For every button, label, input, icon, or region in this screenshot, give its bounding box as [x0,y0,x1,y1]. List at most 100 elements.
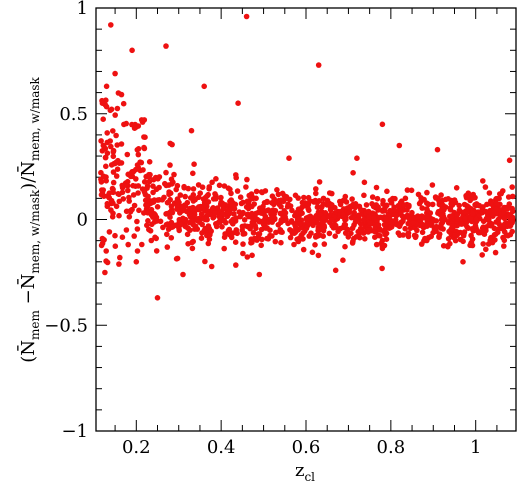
data-point [326,230,333,237]
data-point [479,252,486,258]
data-point [449,223,456,229]
data-point [233,175,239,181]
data-point [174,206,180,212]
data-point [180,204,186,211]
data-point [406,215,413,222]
data-point [501,208,507,215]
data-point [113,159,119,166]
data-point [351,209,358,216]
data-point [425,201,432,208]
data-point [226,226,233,233]
data-point [240,241,246,247]
data-point [131,125,138,131]
data-point [107,107,114,114]
data-point [383,215,390,222]
data-point [356,213,362,219]
data-point [462,215,468,222]
data-point [292,192,299,199]
data-point [409,209,415,216]
data-point [104,130,110,136]
data-point [208,228,214,235]
data-point [332,267,339,274]
y-tick-label: −1 [61,421,88,442]
data-point [298,210,304,216]
data-point [486,190,493,196]
data-point [314,220,321,227]
data-point [177,192,184,198]
data-point [103,178,109,184]
data-point [381,242,388,249]
data-point [145,218,151,224]
data-point [396,223,403,230]
data-point [221,245,227,252]
data-point [273,229,279,236]
data-point [366,213,372,220]
data-point [509,228,515,235]
data-point [170,179,176,185]
data-point [406,202,412,209]
data-point [354,155,360,161]
data-point [273,199,280,205]
data-point [169,224,176,230]
data-point [308,230,314,236]
data-point [393,212,399,218]
data-point [108,22,114,28]
data-point [304,217,310,224]
data-point [240,209,246,216]
data-point [309,249,316,256]
data-point [131,202,138,209]
data-point [452,232,458,238]
data-point [448,213,455,219]
data-point [202,194,209,201]
data-point [256,271,263,278]
data-point [250,230,257,236]
data-point [433,224,439,231]
data-point [205,211,211,218]
data-point [402,195,409,202]
data-point [168,235,175,241]
x-axis-label-main: z [295,460,304,481]
data-point [146,159,153,165]
x-tick-labels: 0.2 0.4 0.6 0.8 1 [122,437,481,458]
data-point [126,194,132,201]
data-point [192,223,199,229]
data-point [384,202,390,209]
data-point [436,231,443,237]
data-point [297,221,303,227]
data-point [220,210,226,217]
data-point [112,112,118,118]
data-point [460,238,466,245]
data-point [481,227,487,233]
data-point [183,224,189,230]
data-point [371,215,377,221]
data-point [454,211,461,218]
data-point [370,203,377,210]
data-point [381,221,388,228]
data-point [483,246,489,253]
data-point [286,155,292,161]
data-point [480,241,487,247]
data-point [510,208,516,215]
data-point [218,194,224,201]
data-point [460,232,467,239]
data-point [419,205,426,211]
data-point [358,207,364,213]
data-point [194,216,201,222]
data-point [249,252,255,259]
data-point [492,249,499,256]
data-point [217,214,223,221]
data-point [206,184,213,190]
data-point [435,208,442,215]
data-point [424,213,430,219]
data-point [169,209,176,216]
data-point [150,183,156,189]
data-point [315,252,322,259]
data-point [205,223,212,229]
data-point [509,193,516,200]
data-point [260,203,266,210]
data-point [327,207,334,213]
data-point [216,182,223,189]
data-point [229,220,236,227]
data-point [484,201,490,208]
data-point [300,230,306,236]
